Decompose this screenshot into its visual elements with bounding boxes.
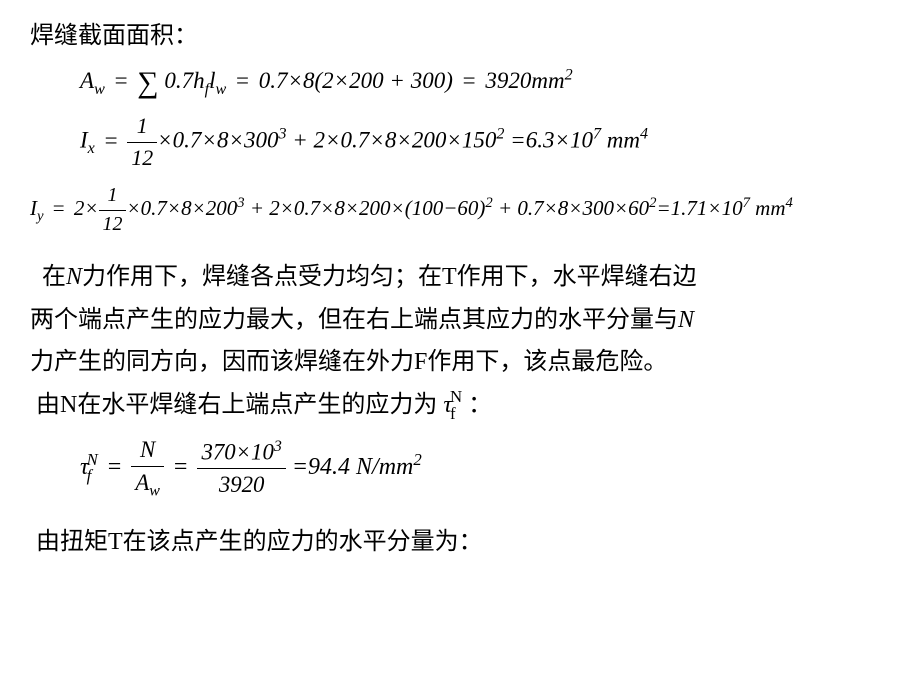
- var-A: A: [80, 68, 94, 93]
- frac-1-12: 1 12: [127, 111, 157, 173]
- var-Iy: I: [30, 196, 37, 220]
- equals-5: =: [49, 196, 69, 220]
- equals-1: =: [111, 68, 132, 93]
- formula-tau: τNf = N Aw = 370×103 3920 =94.4 N/mm2: [80, 434, 890, 503]
- formula-Aw: Aw = ∑ 0.7hflw = 0.7×8(2×200 + 300) = 39…: [80, 62, 890, 104]
- exp-7: 7: [593, 126, 601, 143]
- expr-iy1: ×0.7×8×200: [126, 196, 237, 220]
- tau2-supsub: Nf: [87, 452, 98, 486]
- var-N1: N: [66, 264, 82, 290]
- paragraph-4: 由N在水平焊缝右上端点产生的应力为 τNf ：: [30, 386, 890, 424]
- cube-3: 3: [278, 126, 286, 143]
- cube-3b: 3: [237, 195, 244, 211]
- expr-ix1: ×0.7×8×300: [157, 128, 278, 153]
- sub-w2: w: [215, 80, 226, 97]
- result-tau-exp: 2: [413, 450, 421, 469]
- result-iy: =1.71×10: [656, 196, 742, 220]
- expr-iy2: + 2×0.7×8×200×(100−60): [245, 196, 486, 220]
- exp-4: 4: [640, 126, 648, 143]
- exp-7b: 7: [743, 195, 750, 211]
- document-content: 焊缝截面面积： Aw = ∑ 0.7hflw = 0.7×8(2×200 + 3…: [0, 0, 920, 585]
- result-tau: =94.4 N/mm: [292, 454, 414, 480]
- unit-mm-b: mm: [750, 196, 786, 220]
- p1a: 在: [42, 264, 66, 290]
- frac-N-Aw: N Aw: [131, 434, 164, 503]
- frac-num-N: N: [131, 434, 164, 467]
- den-w: w: [149, 482, 160, 499]
- p2a: 两个端点产生的应力最大，但在右上端点其应力的水平分量与: [30, 307, 678, 333]
- sigma-icon: ∑: [137, 66, 158, 99]
- formula-Ix: Ix = 1 12 ×0.7×8×3003 + 2×0.7×8×200×1502…: [80, 111, 890, 173]
- sq-2b: 2: [485, 195, 492, 211]
- frac-370: 370×103 3920: [197, 436, 285, 501]
- heading-weld-area: 焊缝截面面积：: [30, 20, 890, 54]
- var-I: I: [80, 128, 88, 153]
- paragraph-3: 力产生的同方向，因而该焊缝在外力F作用下，该点最危险。: [30, 343, 890, 381]
- frac-den-12b: 12: [99, 211, 127, 239]
- expr-iy3: + 0.7×8×300×60: [493, 196, 649, 220]
- equals-3: =: [459, 68, 480, 93]
- p4b: ：: [468, 392, 492, 418]
- var-N2: N: [678, 307, 694, 333]
- tau2-sub: f: [87, 468, 98, 485]
- sub-x: x: [88, 140, 95, 157]
- sub-w: w: [94, 80, 105, 97]
- p1b: 力作用下，焊缝各点受力均匀；在T作用下，水平焊缝右边: [82, 264, 697, 290]
- pre-2x: 2×: [74, 196, 99, 220]
- num370exp: 3: [274, 438, 282, 455]
- paragraph-1: 在N力作用下，焊缝各点受力均匀；在T作用下，水平焊缝右边: [30, 258, 890, 296]
- den-A: A: [135, 470, 149, 495]
- frac-1-12b: 1 12: [99, 182, 127, 239]
- sub-y: y: [37, 208, 44, 224]
- const-07: 0.7: [164, 68, 193, 93]
- sq-2a: 2: [496, 126, 504, 143]
- var-h: h: [193, 68, 205, 93]
- formula-Iy: Iy = 2× 1 12 ×0.7×8×2003 + 2×0.7×8×200×(…: [30, 182, 890, 239]
- result-ix: =6.3×10: [510, 128, 593, 153]
- equals-4: =: [101, 128, 122, 153]
- paragraph-5: 由扭矩T在该点产生的应力的水平分量为：: [30, 523, 890, 561]
- frac-num-1b: 1: [99, 182, 127, 211]
- frac-den-3920: 3920: [197, 469, 285, 501]
- exp-4b: 4: [786, 195, 793, 211]
- equals-7: =: [170, 454, 192, 480]
- frac-num-370: 370×103: [197, 436, 285, 470]
- tau-supsub: Nf: [450, 389, 462, 423]
- expr-aw: 0.7×8(2×200 + 300): [259, 68, 453, 93]
- frac-num-1: 1: [127, 111, 157, 143]
- frac-den-Aw: Aw: [131, 467, 164, 503]
- p5-text: 由扭矩T在该点产生的应力的水平分量为：: [36, 529, 483, 555]
- paragraph-2: 两个端点产生的应力最大，但在右上端点其应力的水平分量与N: [30, 301, 890, 339]
- frac-den-12: 12: [127, 143, 157, 174]
- result-aw: 3920mm: [485, 68, 564, 93]
- expr-ix2: + 2×0.7×8×200×150: [287, 128, 497, 153]
- num370a: 370×10: [201, 439, 273, 464]
- p4a: 由N在水平焊缝右上端点产生的应力为: [36, 392, 443, 418]
- equals-6: =: [104, 454, 126, 480]
- equals-2: =: [232, 68, 253, 93]
- unit-mm: mm: [601, 128, 640, 153]
- tau-sub-f: f: [450, 406, 462, 423]
- sup-2: 2: [565, 66, 573, 83]
